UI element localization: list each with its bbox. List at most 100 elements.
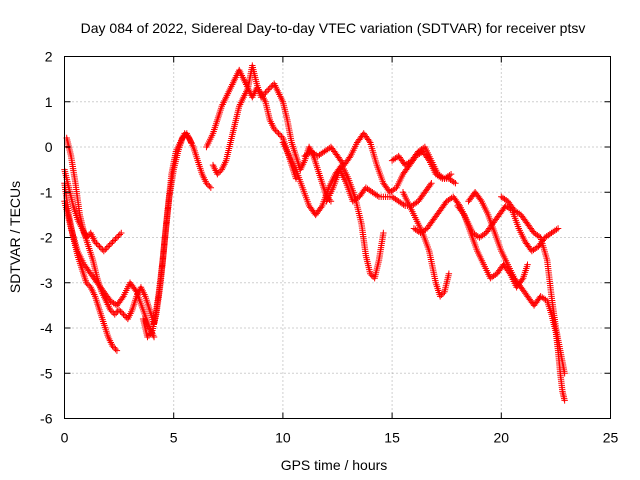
data-point: [262, 89, 269, 96]
data-point: [120, 311, 127, 318]
data-point: [103, 244, 110, 252]
data-point: [438, 291, 445, 299]
data-point: [91, 238, 99, 246]
data-point: [263, 87, 271, 95]
data-point: [112, 235, 119, 243]
data-point: [445, 270, 453, 277]
data-point: [427, 181, 434, 188]
y-tick-labels: -6 -5 -4 -3 -2 -1 0 1 2: [40, 49, 53, 427]
data-point: [180, 133, 188, 140]
data-point: [94, 241, 102, 249]
data-point: [561, 370, 568, 377]
data-point: [102, 246, 109, 253]
data-point: [110, 344, 118, 351]
data-point: [447, 170, 455, 178]
data-point: [436, 293, 444, 300]
data-point: [147, 330, 154, 338]
data-point: [217, 167, 224, 175]
data-point: [110, 237, 118, 244]
data-point: [203, 180, 210, 187]
y-tick-label: -3: [40, 275, 53, 291]
series-arc5: [139, 130, 195, 341]
data-point: [561, 397, 568, 404]
y-tick-label: -2: [40, 230, 53, 246]
series-arc15: [454, 202, 531, 291]
data-point: [187, 139, 195, 146]
data-point: [272, 127, 279, 134]
data-point: [100, 247, 108, 255]
data-point: [179, 134, 186, 142]
data-point: [107, 306, 114, 314]
series-arc11: [399, 189, 453, 300]
data-point: [368, 272, 375, 279]
data-point: [84, 281, 91, 288]
data-point: [367, 270, 374, 277]
data-point: [115, 306, 123, 314]
data-point: [265, 86, 272, 93]
data-point: [117, 308, 124, 315]
axis-ticks: [64, 56, 611, 419]
data-point: [86, 282, 93, 289]
data-point: [108, 308, 116, 315]
data-point: [270, 125, 278, 133]
data-point: [346, 154, 353, 161]
data-point: [112, 345, 119, 353]
data-point: [106, 241, 113, 249]
y-tick-label: -5: [40, 365, 53, 381]
data-point: [365, 137, 373, 145]
data-point: [112, 309, 120, 317]
data-point: [109, 238, 116, 246]
x-tick-label: 5: [170, 430, 178, 446]
data-point: [206, 183, 213, 190]
data-point: [214, 170, 221, 178]
y-tick-label: 1: [45, 94, 53, 110]
data-point: [529, 228, 537, 235]
data-point: [276, 131, 284, 139]
data-point: [207, 184, 215, 191]
y-tick-label: -1: [40, 184, 53, 200]
x-axis-title: GPS time / hours: [281, 457, 388, 473]
data-point: [452, 180, 459, 187]
x-tick-label: 10: [275, 430, 291, 446]
x-tick-labels: 0 5 10 15 20 25: [61, 430, 619, 446]
data-point: [278, 133, 285, 140]
series-arc3: [61, 198, 158, 341]
data-point: [97, 244, 105, 252]
data-point: [111, 311, 118, 318]
data-points: [61, 62, 568, 404]
data-point: [442, 199, 449, 207]
data-point: [428, 180, 435, 187]
data-point: [275, 130, 282, 137]
data-point: [439, 290, 447, 297]
data-point: [118, 229, 125, 237]
data-point: [119, 294, 126, 302]
data-point: [317, 204, 325, 211]
grid-lines: [64, 56, 611, 419]
data-point: [96, 243, 103, 250]
data-point: [104, 243, 112, 250]
data-point: [145, 332, 153, 339]
data-point: [414, 149, 421, 157]
data-point: [266, 84, 273, 92]
data-point: [554, 225, 562, 232]
data-point: [259, 92, 266, 99]
data-point: [380, 229, 387, 237]
data-point: [83, 279, 90, 286]
y-tick-label: 2: [45, 49, 53, 65]
y-tick-label: -4: [40, 320, 53, 336]
data-point: [260, 91, 268, 98]
x-tick-label: 15: [384, 430, 400, 446]
x-tick-label: 25: [603, 430, 619, 446]
data-point: [113, 234, 121, 241]
data-point: [118, 309, 126, 317]
data-point: [121, 312, 129, 320]
x-tick-label: 20: [494, 430, 510, 446]
data-point: [524, 261, 531, 268]
data-point: [510, 205, 517, 213]
series-arc13: [410, 193, 562, 255]
data-point: [459, 210, 467, 217]
x-tick-label: 0: [61, 430, 69, 446]
data-point: [257, 94, 265, 101]
data-point: [477, 196, 484, 203]
